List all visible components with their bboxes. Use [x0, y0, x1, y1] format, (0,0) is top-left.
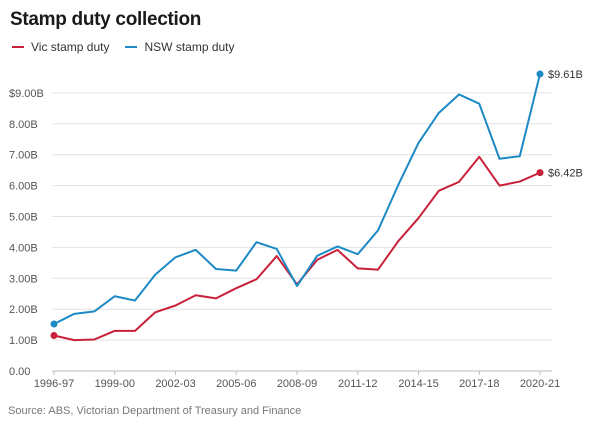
y-tick-label: 7.00B: [9, 150, 38, 162]
legend-label-nsw: NSW stamp duty: [144, 40, 235, 54]
series-end-point: [536, 169, 544, 177]
x-tick-label: 2008-09: [277, 378, 317, 390]
y-tick-label: 1.00B: [9, 335, 38, 347]
legend-label-vic: Vic stamp duty: [31, 40, 110, 54]
x-tick-label: 2020-21: [520, 378, 560, 390]
x-tick-label: 1996-97: [34, 378, 74, 390]
series-line: [53, 73, 541, 326]
y-tick-label: 8.00B: [9, 119, 38, 131]
y-tick-label: 2.00B: [9, 304, 38, 316]
y-tick-label: 4.00B: [9, 242, 38, 254]
y-tick-label: 5.00B: [9, 212, 38, 224]
x-tick-label: 1999-00: [95, 378, 135, 390]
series-end-label: $6.42B: [548, 168, 583, 180]
y-tick-label: $9.00B: [9, 88, 44, 100]
y-tick-label: 0.00: [9, 366, 30, 378]
x-tick-label: 2002-03: [155, 378, 195, 390]
x-tick-label: 2011-12: [338, 378, 378, 390]
legend-swatch-vic: [12, 46, 24, 48]
x-tick-label: 2014-15: [398, 378, 438, 390]
x-tick-label: 2005-06: [216, 378, 256, 390]
legend-swatch-nsw: [125, 46, 138, 48]
y-tick-label: 3.00B: [9, 273, 38, 285]
chart-legend: Vic stamp duty NSW stamp duty: [12, 40, 251, 54]
series-line: [53, 155, 541, 342]
x-tick-label: 2017-18: [459, 378, 499, 390]
series-end-point: [536, 70, 544, 78]
series-start-point: [50, 331, 58, 339]
series-end-label: $9.61B: [548, 69, 583, 81]
source-note: Source: ABS, Victorian Department of Tre…: [8, 405, 302, 417]
series-start-point: [50, 320, 58, 328]
legend-item-vic: Vic stamp duty: [12, 40, 109, 54]
y-tick-label: 6.00B: [9, 181, 38, 193]
chart-title: Stamp duty collection: [10, 9, 202, 30]
legend-item-nsw: NSW stamp duty: [125, 40, 235, 54]
